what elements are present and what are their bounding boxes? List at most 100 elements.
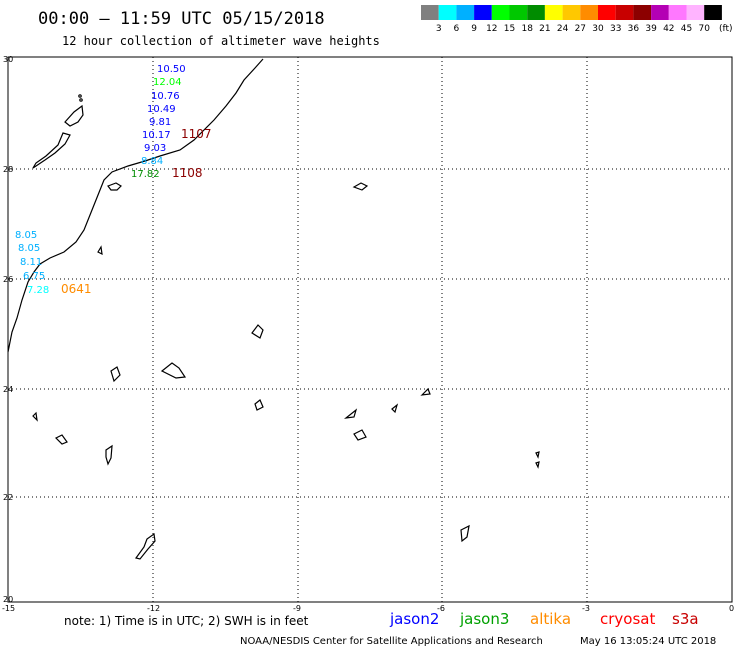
legend-label: 6: [454, 24, 460, 34]
legend-swatch: [562, 5, 581, 20]
satellite-name-cryosat: cryosat: [600, 610, 655, 628]
legend-swatch: [438, 5, 457, 20]
island: [352, 182, 369, 191]
legend-swatch: [527, 5, 545, 20]
swh-value: 10.49: [147, 104, 176, 115]
island: [110, 366, 121, 383]
island: [32, 411, 38, 422]
legend-label: 42: [663, 24, 674, 34]
legend-swatch: [633, 5, 652, 20]
x-tick: -12: [147, 604, 160, 613]
island: [254, 399, 264, 411]
altimeter-tracks: 10.50 12.04 10.76 10.49 9.81 10.17 9.03 …: [15, 64, 212, 296]
swh-value: 9.03: [144, 143, 166, 154]
coastlines: [7, 58, 540, 560]
y-tick: 22: [3, 493, 13, 502]
legend-label: 3: [436, 24, 442, 34]
track-time-label: 1107: [181, 127, 212, 141]
legend-label: 45: [681, 24, 692, 34]
island: [134, 532, 156, 560]
legend-swatch: [651, 5, 669, 20]
island: [105, 444, 113, 466]
island: [54, 434, 68, 445]
x-tick: -15: [2, 604, 15, 613]
swh-value: 9.81: [149, 117, 171, 128]
legend-label: 30: [592, 24, 604, 34]
african-coastline: [7, 58, 264, 353]
altika-track: 8.05 8.05 8.11 6.75 7.28 0641: [15, 230, 92, 296]
swh-value: 8.84: [141, 156, 163, 167]
swh-value: 8.11: [20, 257, 42, 268]
jason2-track: 10.50 12.04 10.76 10.49 9.81 10.17 9.03 …: [141, 64, 212, 167]
legend-label: 27: [575, 24, 586, 34]
swh-value: 10.17: [142, 130, 171, 141]
island: [391, 403, 399, 414]
satellite-name-s3a: s3a: [672, 610, 699, 628]
x-tick: -3: [582, 604, 590, 613]
legend-swatch: [615, 5, 634, 20]
legend-label: 24: [557, 24, 569, 34]
legend-swatch: [421, 5, 439, 20]
satellite-name-jason2: jason2: [389, 610, 439, 628]
y-tick: 26: [3, 275, 13, 284]
legend-label: 39: [645, 24, 657, 34]
fuerteventura-island: [32, 132, 71, 169]
island: [535, 461, 540, 469]
track-time-label: 1108: [172, 166, 203, 180]
footer-note: note: 1) Time is in UTC; 2) SWH is in fe…: [64, 614, 309, 628]
x-tick: -6: [437, 604, 445, 613]
island: [535, 451, 540, 459]
y-axis: 30 28 26 24 22 20: [3, 55, 13, 604]
islet: [79, 98, 83, 102]
legend-label: 21: [539, 24, 550, 34]
wave-height-legend: 3 6 9 12 15 18 21 24 27 30 33 36 39 42 45 70 (ft): [421, 5, 733, 34]
swh-value: 10.50: [157, 64, 186, 75]
legend-label: 12: [486, 24, 497, 34]
jason3-track: 17.82 1108: [131, 166, 203, 180]
y-tick: 28: [3, 165, 13, 174]
legend-swatch: [509, 5, 528, 20]
swh-value: 10.76: [151, 91, 180, 102]
islet: [78, 94, 82, 98]
island: [420, 387, 431, 396]
x-tick: 0: [729, 604, 734, 613]
satellite-name-altika: altika: [530, 610, 571, 628]
legend-label: 9: [471, 24, 477, 34]
x-tick: -9: [293, 604, 301, 613]
map-frame: [7, 56, 733, 603]
legend-label: 18: [521, 24, 533, 34]
grid-lines: [8, 57, 732, 602]
legend-swatch: [544, 5, 563, 20]
footer-credit: NOAA/NESDIS Center for Satellite Applica…: [240, 636, 543, 647]
island: [343, 408, 358, 419]
lanzarote-island: [64, 104, 84, 127]
legend-swatch: [580, 5, 598, 20]
legend-swatch: [474, 5, 492, 20]
island: [160, 362, 187, 379]
map-title: 00:00 – 11:59 UTC 05/15/2018: [38, 9, 325, 29]
legend-label: 70: [698, 24, 710, 34]
legend-swatch: [491, 5, 510, 20]
island: [251, 324, 264, 339]
y-tick: 20: [3, 595, 13, 604]
legend-swatch: [668, 5, 687, 20]
legend-swatch: [686, 5, 705, 20]
legend-swatch: [456, 5, 475, 20]
legend-label: 33: [610, 24, 621, 34]
legend-swatch: [704, 5, 722, 20]
swh-value: 7.28: [27, 285, 49, 296]
legend-unit: (ft): [719, 24, 733, 34]
legend-swatch: [598, 5, 616, 20]
swh-value: 17.82: [131, 169, 160, 180]
island: [107, 182, 122, 191]
footer-timestamp: May 16 13:05:24 UTC 2018: [580, 636, 716, 647]
map-subtitle: 12 hour collection of altimeter wave hei…: [62, 34, 380, 48]
satellite-legend: jason2 jason3 altika cryosat s3a: [389, 610, 699, 628]
island: [353, 429, 367, 441]
track-time-label: 0641: [61, 282, 92, 296]
island: [97, 245, 103, 256]
swh-value: 12.04: [153, 77, 182, 88]
island: [460, 524, 470, 543]
swh-value: 8.05: [15, 230, 37, 241]
